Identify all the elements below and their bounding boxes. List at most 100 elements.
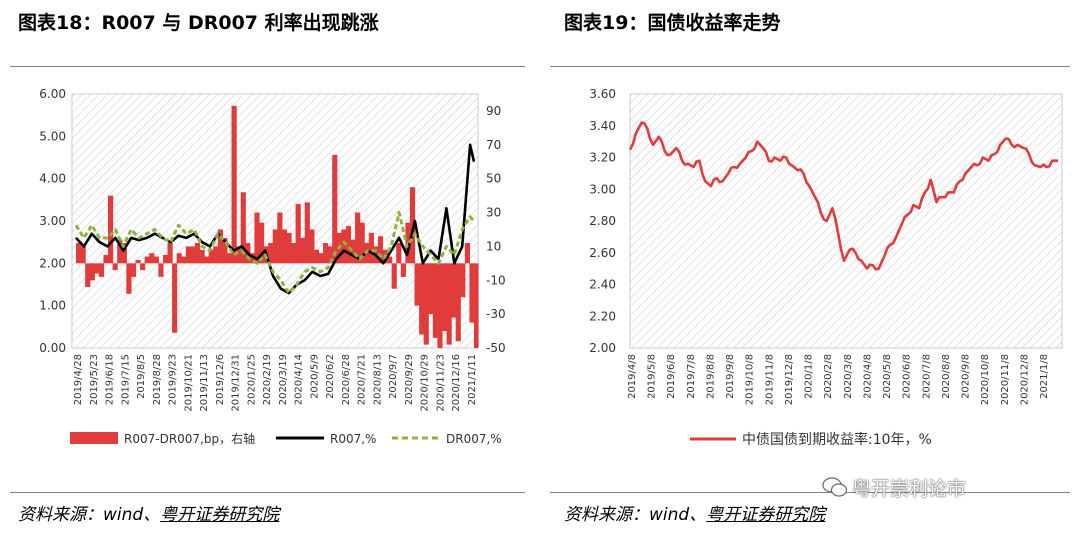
right-x-tick-label: 2019/10/8 bbox=[745, 354, 756, 405]
right-x-tick-label: 2020/11/8 bbox=[1000, 354, 1011, 405]
left-x-tick-label: 2020/8/13 bbox=[372, 354, 383, 405]
spread-bar bbox=[231, 105, 237, 264]
left-x-tick-label: 2021/1/11 bbox=[467, 354, 478, 405]
spread-bar bbox=[341, 229, 347, 264]
left-y2-tick-label: -50 bbox=[486, 341, 506, 355]
spread-bar bbox=[355, 212, 361, 264]
spread-bar bbox=[409, 187, 416, 264]
left-x-tick-label: 2020/5/9 bbox=[309, 354, 320, 399]
left-x-tick-label: 2020/12/16 bbox=[451, 354, 462, 412]
spread-bar bbox=[313, 249, 320, 264]
right-y-tick-label: 2.00 bbox=[589, 341, 616, 355]
left-chart: 0.00 1.00 2.00 3.00 4.00 5.00 6.00 -50 -30 -10 10 3… bbox=[39, 87, 506, 446]
right-x-tick-label: 2020/2/8 bbox=[823, 354, 834, 399]
spread-bar bbox=[149, 253, 155, 264]
spread-bar bbox=[281, 229, 288, 264]
left-source: 资料来源：wind、粤开证券研究院 bbox=[18, 500, 279, 525]
left-x-tick-label: 2020/11/23 bbox=[435, 354, 446, 412]
spread-bar bbox=[423, 263, 429, 345]
right-x-tick-label: 2019/9/8 bbox=[725, 354, 736, 399]
right-x-tick-label: 2020/6/8 bbox=[902, 354, 913, 399]
right-x-tick-label: 2019/4/8 bbox=[627, 354, 638, 399]
spread-bar bbox=[254, 212, 260, 264]
spread-bar bbox=[130, 263, 137, 277]
right-x-tick-label: 2020/9/8 bbox=[961, 354, 972, 399]
left-x-tick-label: 2020/9/29 bbox=[404, 354, 415, 405]
left-y-tick-label: 4.00 bbox=[39, 172, 66, 186]
spread-bar bbox=[291, 243, 297, 264]
spread-bar bbox=[464, 243, 471, 264]
left-y2-tick-label: 70 bbox=[486, 138, 501, 152]
left-x-tick-label: 2020/9/7 bbox=[388, 354, 399, 399]
spread-bar bbox=[199, 249, 205, 264]
left-x-tick-label: 2020/10/29 bbox=[420, 354, 431, 412]
right-y-tick-label: 2.80 bbox=[589, 214, 616, 228]
left-y2-tick-label: 30 bbox=[486, 206, 501, 220]
right-y-tick-label: 2.20 bbox=[589, 309, 616, 323]
right-source: 资料来源：wind、粤开证券研究院 bbox=[564, 500, 825, 525]
right-bottom-rule bbox=[550, 492, 1070, 493]
right-x-tick-label: 2019/11/8 bbox=[764, 354, 775, 405]
left-y-tick-label: 5.00 bbox=[39, 129, 66, 143]
legend-label: R007-DR007,bp，右轴 bbox=[124, 431, 255, 446]
left-panel: 图表18：R007 与 DR007 利率出现跳涨 0.00 1.00 2.00 3.0… bbox=[0, 0, 540, 534]
spread-bar bbox=[167, 243, 173, 264]
spread-bar bbox=[208, 249, 214, 264]
spread-bar bbox=[277, 212, 283, 264]
spread-bar bbox=[474, 263, 479, 348]
right-y-tick-label: 3.00 bbox=[589, 182, 616, 196]
left-x-tick-label: 2020/3/19 bbox=[278, 354, 289, 405]
spread-bar bbox=[194, 243, 201, 264]
left-x-tick-label: 2020/4/14 bbox=[294, 354, 305, 405]
spread-bar bbox=[419, 263, 425, 335]
left-plot-border bbox=[71, 93, 479, 349]
spread-bar bbox=[345, 226, 352, 264]
left-y-tick-label: 0.00 bbox=[39, 341, 66, 355]
right-x-tick-label: 2020/1/8 bbox=[804, 354, 815, 399]
spread-bar bbox=[240, 192, 246, 264]
left-y-tick-label: 3.00 bbox=[39, 214, 66, 228]
spread-bar bbox=[272, 229, 278, 264]
spread-bar bbox=[108, 195, 114, 264]
left-source-prefix: 资料来源：wind、 bbox=[18, 505, 161, 525]
spread-bar bbox=[135, 259, 141, 264]
left-y-tick-label: 6.00 bbox=[39, 87, 66, 101]
spread-bar bbox=[387, 256, 393, 264]
right-chart: 2.00 2.20 2.40 2.60 2.80 3.00 3.20 3.40 3.60 2019… bbox=[589, 87, 1063, 448]
spread-bar bbox=[85, 263, 91, 288]
left-y2-tick-label: 50 bbox=[486, 172, 501, 186]
right-x-tick-label: 2019/7/8 bbox=[686, 354, 697, 399]
spread-bar bbox=[396, 243, 402, 264]
spread-bar bbox=[332, 154, 338, 264]
left-x-tick-label: 2019/9/23 bbox=[168, 354, 179, 405]
right-x-tick-label: 2019/8/8 bbox=[705, 354, 716, 399]
r007-line bbox=[75, 143, 476, 295]
left-source-org: 粤开证券研究院 bbox=[160, 505, 280, 525]
spread-bar bbox=[258, 222, 265, 264]
right-panel: 图表19：国债收益率走势 2.00 2.20 2.40 2.60 2.80 3.00 3.2… bbox=[540, 0, 1080, 534]
watermark: 粤开崇利论市 bbox=[852, 478, 967, 500]
spread-bar bbox=[455, 263, 461, 342]
left-x-tick-label: 2020/7/21 bbox=[357, 354, 368, 405]
spread-bar bbox=[103, 254, 109, 264]
right-source-prefix: 资料来源：wind、 bbox=[564, 505, 707, 525]
left-y2-tick-label: -30 bbox=[486, 307, 506, 321]
left-x-tick-label: 2019/12/31 bbox=[231, 354, 242, 412]
right-x-tick-label: 2020/10/8 bbox=[980, 354, 991, 405]
spread-bar bbox=[153, 256, 159, 264]
right-y-tick-label: 3.40 bbox=[589, 119, 616, 133]
left-x-tick-label: 2019/12/6 bbox=[215, 354, 226, 405]
right-x-tick-label: 2019/12/8 bbox=[784, 354, 795, 405]
spread-bar bbox=[190, 246, 196, 264]
spread-bar bbox=[318, 253, 324, 264]
right-x-tick-label: 2020/3/8 bbox=[843, 354, 854, 399]
spread-bar bbox=[76, 243, 82, 264]
left-x-tick-label: 2020/6/2 bbox=[325, 354, 336, 399]
spread-bar bbox=[295, 204, 301, 264]
left-x-tick-label: 2020/2/19 bbox=[262, 354, 273, 405]
right-x-tick-label: 2019/6/8 bbox=[666, 354, 677, 399]
left-x-tick-label: 2019/8/28 bbox=[152, 354, 163, 405]
left-x-tick-label: 2019/4/28 bbox=[73, 354, 84, 405]
spread-bar bbox=[469, 263, 475, 323]
legend-label: R007,% bbox=[330, 432, 376, 446]
